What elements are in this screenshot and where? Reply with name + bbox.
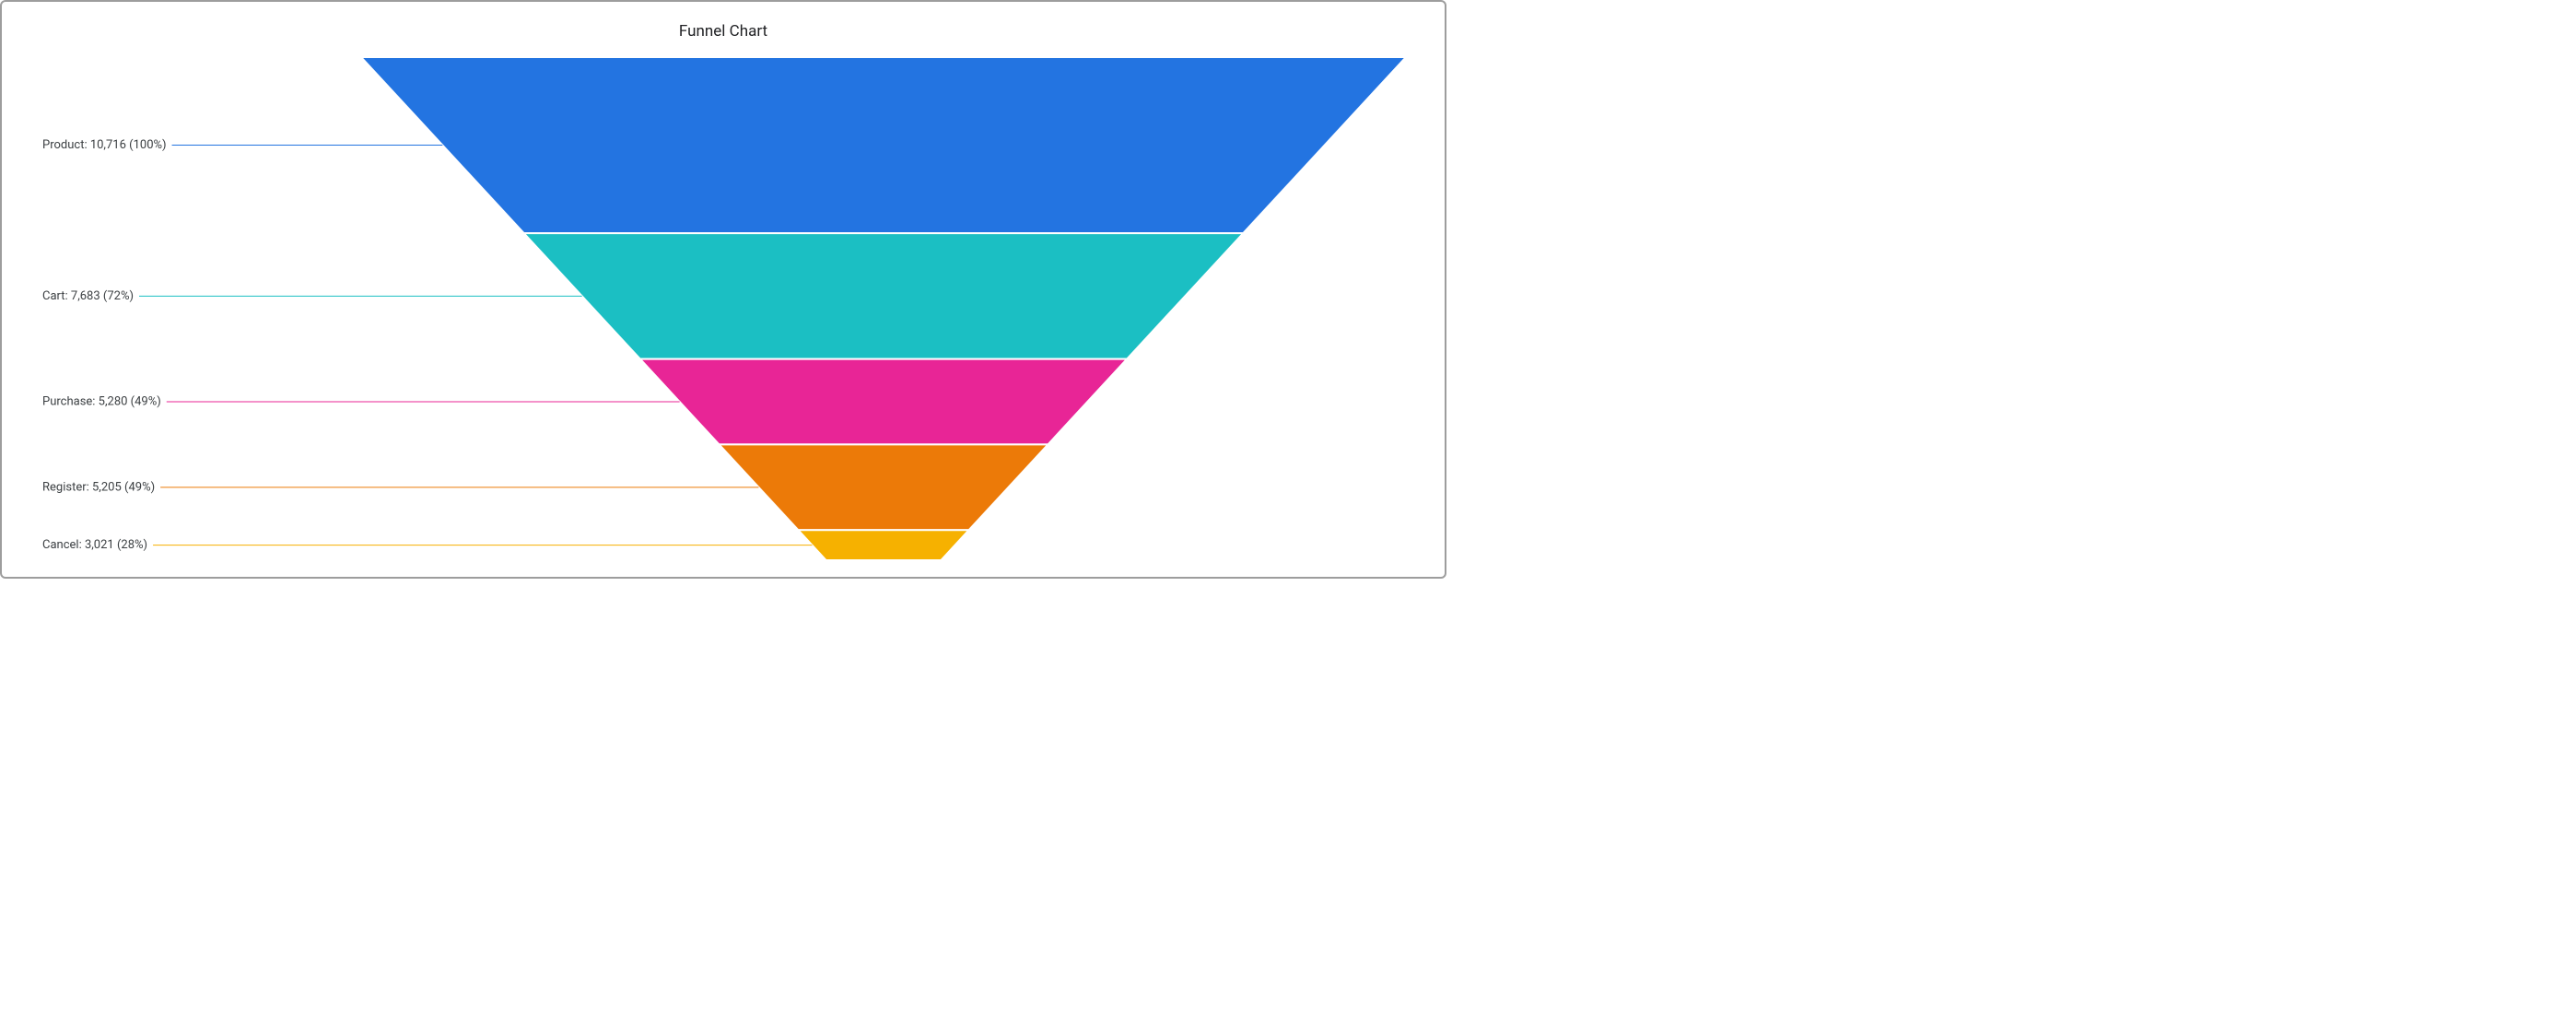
segment-label-product: Product: 10,716 (100%) xyxy=(42,138,167,152)
funnel-segment-purchase xyxy=(640,359,1127,445)
segment-label-register: Register: 5,205 (49%) xyxy=(42,480,155,494)
funnel-segment-cancel xyxy=(798,530,968,560)
segment-label-cancel: Cancel: 3,021 (28%) xyxy=(42,538,147,552)
funnel-segment-register xyxy=(720,444,1048,530)
segment-label-cart: Cart: 7,683 (72%) xyxy=(42,289,134,303)
funnel-chart: Product: 10,716 (100%) Cart: 7,683 (72%) P… xyxy=(2,2,1446,579)
chart-frame: Funnel Chart Product: 10,716 (100%)Cart:… xyxy=(0,0,1446,579)
funnel-segment-product xyxy=(361,57,1406,233)
funnel-segment-cart xyxy=(524,233,1244,359)
segment-label-purchase: Purchase: 5,280 (49%) xyxy=(42,394,161,408)
